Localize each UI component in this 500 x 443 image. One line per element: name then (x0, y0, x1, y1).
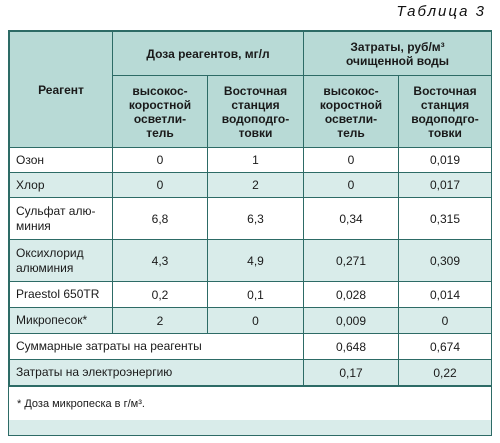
cell-dose-east: 0,1 (207, 281, 304, 308)
cell-cost-hs: 0 (303, 172, 399, 198)
table-caption: Таблица 3 (396, 3, 486, 20)
footnote: * Доза микропеска в г/м³. (9, 386, 491, 420)
subheader-east-station-dose: Восточная станция водоподго- товки (207, 75, 304, 148)
cell-dose-east: 1 (207, 147, 304, 173)
subheader-east-station-cost: Восточная станция водоподго- товки (398, 75, 492, 148)
totals-label: Затраты на электроэнергию (9, 359, 304, 386)
cell-dose-east: 2 (207, 172, 304, 198)
table-row: Praestol 650TR 0,2 0,1 0,028 0,014 (9, 281, 492, 308)
reagent-name: Сульфат алю- миния (9, 197, 113, 240)
subheader-hs-clarifier-dose: высокос- коростной осветли- тель (112, 75, 208, 148)
cell-cost-hs: 0,028 (303, 281, 399, 308)
table-row: Озон 0 1 0 0,019 (9, 147, 492, 173)
reagent-name: Хлор (9, 172, 113, 198)
cell-dose-east: 6,3 (207, 197, 304, 240)
cell-dose-hs: 0 (112, 147, 208, 173)
cell-dose-east: 0 (207, 307, 304, 334)
cell-dose-hs: 0,2 (112, 281, 208, 308)
subheader-hs-clarifier-cost: высокос- коростной осветли- тель (303, 75, 399, 148)
cell-total-east: 0,674 (398, 333, 492, 360)
table-row: Оксихлорид алюминия 4,3 4,9 0,271 0,309 (9, 239, 492, 282)
cell-cost-hs: 0 (303, 147, 399, 173)
cell-cost-east: 0,019 (398, 147, 492, 173)
cell-dose-east: 4,9 (207, 239, 304, 282)
totals-row: Затраты на электроэнергию 0,17 0,22 (9, 359, 492, 386)
cell-dose-hs: 0 (112, 172, 208, 198)
cell-cost-east: 0,315 (398, 197, 492, 240)
table-row: Хлор 0 2 0 0,017 (9, 172, 492, 198)
header-cost-line2: очищенной воды (346, 53, 449, 68)
cell-cost-east: 0,017 (398, 172, 492, 198)
cell-dose-hs: 4,3 (112, 239, 208, 282)
cell-cost-hs: 0,271 (303, 239, 399, 282)
header-reagent: Реагент (9, 31, 113, 148)
header-cost-line1: Затраты, руб/м³ (350, 39, 445, 54)
cell-total-hs: 0,17 (303, 359, 399, 386)
reagent-name: Оксихлорид алюминия (9, 239, 113, 282)
cell-cost-east: 0,014 (398, 281, 492, 308)
cell-cost-hs: 0,009 (303, 307, 399, 334)
cell-cost-hs: 0,34 (303, 197, 399, 240)
reagent-name: Микропесок* (9, 307, 113, 334)
reagent-cost-table: Реагент Доза реагентов, мг/л Затраты, ру… (9, 31, 492, 386)
cell-dose-hs: 2 (112, 307, 208, 334)
data-table-frame: Реагент Доза реагентов, мг/л Затраты, ру… (8, 30, 492, 436)
cell-total-east: 0,22 (398, 359, 492, 386)
reagent-name: Озон (9, 147, 113, 173)
cell-total-hs: 0,648 (303, 333, 399, 360)
reagent-name: Praestol 650TR (9, 281, 113, 308)
header-dose-group: Доза реагентов, мг/л (112, 31, 304, 76)
totals-label: Суммарные затраты на реагенты (9, 333, 304, 360)
header-cost-group: Затраты, руб/м³ очищенной воды (303, 31, 492, 76)
totals-row: Суммарные затраты на реагенты 0,648 0,67… (9, 333, 492, 360)
table-row: Микропесок* 2 0 0,009 0 (9, 307, 492, 334)
cell-dose-hs: 6,8 (112, 197, 208, 240)
cell-cost-east: 0,309 (398, 239, 492, 282)
table-row: Сульфат алю- миния 6,8 6,3 0,34 0,315 (9, 197, 492, 240)
cell-cost-east: 0 (398, 307, 492, 334)
